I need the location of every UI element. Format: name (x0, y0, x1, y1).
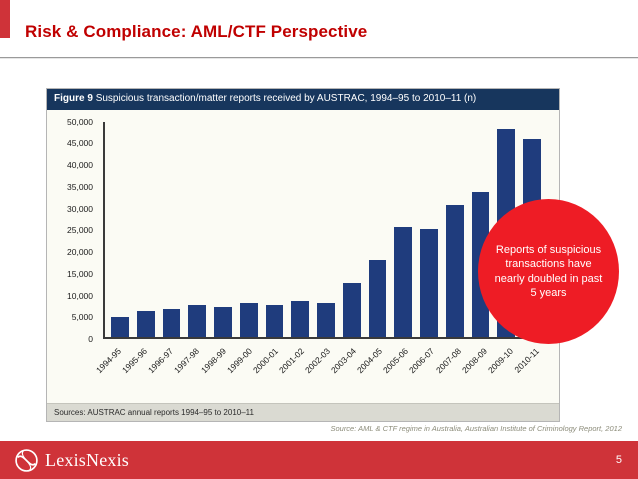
page-title: Risk & Compliance: AML/CTF Perspective (25, 22, 368, 41)
bar-group (103, 121, 547, 339)
bar-2003-04 (342, 283, 361, 337)
y-tick-label: 25,000 (67, 225, 93, 236)
bar-1998-99 (214, 306, 232, 337)
y-tick-label: 35,000 (67, 181, 93, 192)
y-tick-label: 50,000 (67, 116, 93, 127)
chart-header: Figure 9 Suspicious transaction/matter r… (47, 89, 559, 110)
callout-text: Reports of suspicious transactions have … (494, 243, 603, 299)
bar-2005-06 (394, 227, 413, 337)
title-divider (0, 57, 638, 59)
bar-2004-05 (368, 259, 387, 337)
y-tick-label: 10,000 (67, 290, 93, 301)
y-tick-label: 40,000 (67, 160, 93, 170)
lexisnexis-logo: LexisNexis (14, 448, 129, 473)
logo-text: LexisNexis (45, 449, 129, 470)
corner-accent (0, 0, 10, 38)
y-tick-label: 30,000 (67, 203, 93, 214)
figure-label: Figure 9 (54, 93, 93, 104)
y-tick-label: 20,000 (67, 247, 93, 257)
bar-2002-03 (317, 302, 335, 337)
bar-1999-00 (239, 302, 258, 337)
figure-source: Sources: AUSTRAC annual reports 1994–95 … (47, 403, 559, 421)
callout-bubble: Reports of suspicious transactions have … (478, 199, 619, 344)
footer: LexisNexis 5 (0, 441, 638, 479)
y-tick-label: 5,000 (71, 312, 93, 323)
bar-1994-95 (111, 317, 129, 337)
bar-2007-08 (445, 204, 464, 337)
bar-2006-07 (420, 228, 438, 337)
x-axis: 1994-95 1995-96 1996-97 1997-98 1998-99 1999-… (94, 343, 547, 395)
slide-source-note: Source: AML & CTF regime in Australia, A… (330, 424, 622, 433)
y-tick-label: 0 (88, 334, 93, 344)
bar-2000-01 (265, 305, 284, 337)
y-axis: 0 5,000 10,000 15,000 20,000 25,000 30,000 35,0… (47, 117, 99, 345)
page-number: 5 (615, 454, 622, 466)
figure-title: Suspicious transaction/matter reports re… (95, 93, 477, 104)
y-tick-label: 15,000 (67, 268, 93, 279)
bar-1996-97 (162, 309, 181, 337)
y-tick-label: 45,000 (67, 138, 93, 149)
bar-2001-02 (291, 301, 310, 337)
lexisnexis-logo-icon (15, 448, 38, 472)
bar-1997-98 (188, 304, 207, 337)
bar-1995-96 (136, 310, 155, 337)
